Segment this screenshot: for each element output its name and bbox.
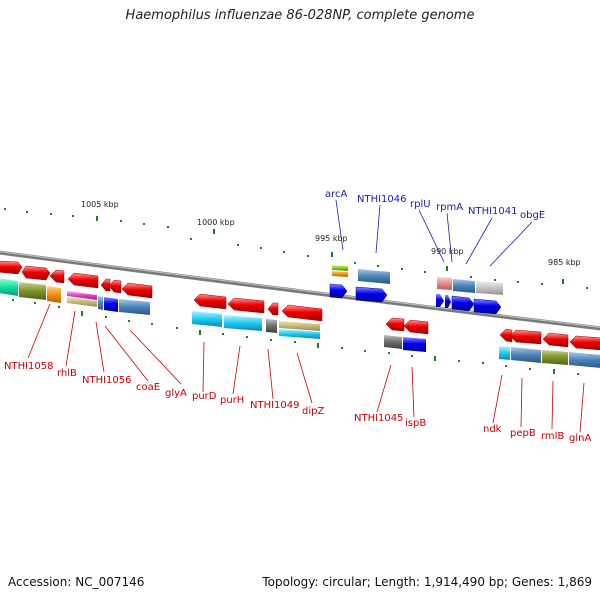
gene-forward[interactable] (473, 298, 502, 315)
gene-label-dipZ[interactable]: dipZ (302, 406, 324, 417)
gene-forward[interactable] (355, 286, 388, 303)
upper-strand-genes (0, 260, 503, 322)
scale-label-990: 990 kbp (431, 247, 464, 256)
accession-text: Accession: NC_007146 (8, 575, 145, 589)
gene-reverse[interactable] (21, 265, 51, 281)
gene-colored[interactable] (192, 311, 222, 327)
gene-colored[interactable] (569, 352, 600, 368)
gene-reverse[interactable] (267, 302, 279, 316)
gene-label-NTHI1041[interactable]: NTHI1041 (468, 206, 518, 217)
gene-colored[interactable] (453, 279, 475, 293)
gene-label-NTHI1046[interactable]: NTHI1046 (357, 194, 407, 205)
gene-label-purD[interactable]: purD (192, 391, 217, 402)
gene-label-NTHI1049[interactable]: NTHI1049 (250, 400, 300, 411)
gene-colored[interactable] (332, 265, 348, 271)
gene-colored[interactable] (279, 321, 320, 331)
bottom-leader-lines (27, 303, 585, 433)
gene-reverse[interactable] (569, 335, 600, 351)
gene-label-rmlB[interactable]: rmlB (541, 431, 564, 442)
gene-label-rhlB[interactable]: rhlB (57, 368, 77, 379)
lower-strand-genes (0, 278, 600, 368)
gene-reverse[interactable] (49, 269, 65, 284)
gene-colored[interactable] (224, 315, 262, 331)
gene-colored[interactable] (19, 282, 46, 300)
gene-colored[interactable] (542, 350, 568, 365)
map-title: Haemophilus influenzae 86-028NP, complet… (125, 8, 475, 23)
gene-reverse[interactable] (100, 278, 111, 292)
gene-colored[interactable] (266, 319, 277, 333)
scale-label-1000: 1000 kbp (197, 218, 235, 227)
gene-colored[interactable] (511, 347, 541, 363)
gene-colored[interactable] (279, 329, 320, 339)
scale-ticks-upper (4, 208, 588, 289)
gene-colored[interactable] (67, 297, 97, 307)
gene-label-glyA[interactable]: glyA (165, 388, 187, 399)
genome-summary-text: Topology: circular; Length: 1,914,490 bp… (262, 575, 592, 589)
gene-reverse[interactable] (542, 332, 569, 348)
gene-label-purH[interactable]: purH (220, 395, 244, 406)
genome-backbone-highlight (0, 251, 600, 328)
gene-label-pepB[interactable]: pepB (510, 428, 536, 439)
gene-colored[interactable] (384, 335, 402, 349)
gene-colored[interactable] (499, 346, 510, 360)
gene-reverse[interactable] (281, 304, 323, 322)
gene-colored[interactable] (98, 296, 103, 310)
gene-reverse[interactable] (227, 297, 265, 314)
gene-colored[interactable] (67, 291, 97, 300)
gene-forward[interactable] (329, 283, 348, 299)
scale-ticks-lower (12, 299, 579, 375)
scale-label-995: 995 kbp (315, 234, 348, 243)
gene-reverse[interactable] (385, 317, 405, 332)
gene-reverse[interactable] (509, 329, 542, 345)
gene-colored[interactable] (476, 281, 503, 295)
gene-forward[interactable] (104, 297, 118, 312)
gene-reverse[interactable] (193, 293, 227, 310)
gene-colored[interactable] (358, 269, 390, 284)
scale-label-1005: 1005 kbp (81, 200, 119, 209)
gene-forward[interactable] (445, 295, 451, 308)
genome-backbone (0, 250, 600, 331)
gene-label-NTHI1056[interactable]: NTHI1056 (82, 375, 132, 386)
scale-labels: 1005 kbp 1000 kbp 995 kbp 990 kbp 985 kb… (81, 200, 581, 267)
gene-label-obgE[interactable]: obgE (520, 210, 545, 221)
gene-reverse[interactable] (108, 279, 122, 294)
gene-label-NTHI1045[interactable]: NTHI1045 (354, 413, 404, 424)
gene-colored[interactable] (119, 299, 150, 315)
gene-colored[interactable] (0, 278, 18, 296)
gene-colored[interactable] (47, 286, 61, 303)
gene-label-ndk[interactable]: ndk (483, 424, 502, 435)
gene-forward[interactable] (403, 337, 426, 352)
bottom-labels: NTHI1058 rhlB NTHI1056 coaE glyA purD pu… (4, 361, 591, 444)
scale-label-985: 985 kbp (548, 258, 581, 267)
gene-reverse[interactable] (67, 272, 99, 289)
gene-label-glnA[interactable]: glnA (569, 433, 591, 444)
gene-label-rplU[interactable]: rplU (410, 199, 431, 210)
gene-label-NTHI1058[interactable]: NTHI1058 (4, 361, 54, 372)
gene-reverse[interactable] (403, 319, 429, 335)
gene-forward[interactable] (451, 295, 475, 312)
gene-label-arcA[interactable]: arcA (325, 189, 348, 200)
gene-colored[interactable] (437, 277, 452, 290)
gene-reverse[interactable] (0, 260, 23, 275)
top-leader-lines (335, 199, 533, 267)
gene-reverse[interactable] (121, 282, 153, 299)
top-labels: arcA NTHI1046 rplU rpmA NTHI1041 obgE (325, 189, 545, 221)
gene-forward[interactable] (436, 294, 444, 307)
gene-label-coaE[interactable]: coaE (136, 382, 160, 393)
gene-label-rpmA[interactable]: rpmA (436, 202, 463, 213)
gene-colored[interactable] (332, 271, 348, 277)
gene-reverse[interactable] (499, 328, 513, 343)
gene-label-ispB[interactable]: ispB (405, 418, 426, 429)
